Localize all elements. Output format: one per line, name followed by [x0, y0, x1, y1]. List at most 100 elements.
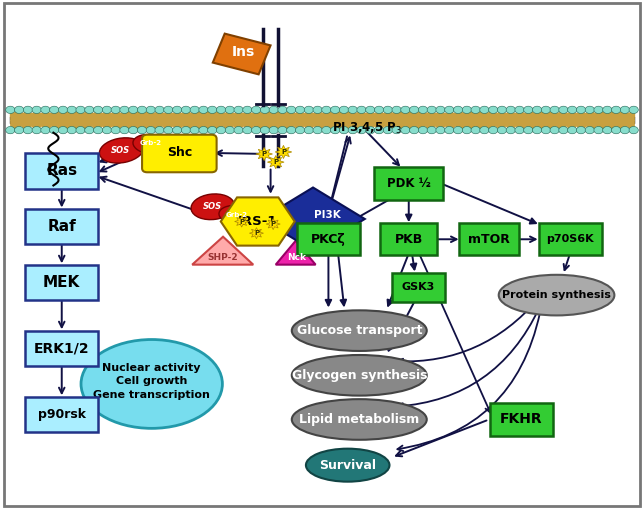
Circle shape: [444, 106, 454, 114]
Text: MEK: MEK: [43, 275, 80, 290]
Circle shape: [550, 126, 559, 134]
Circle shape: [541, 126, 551, 134]
Text: Ins: Ins: [231, 45, 254, 60]
Circle shape: [59, 126, 68, 134]
Circle shape: [436, 106, 445, 114]
Text: Lipid metabolism: Lipid metabolism: [299, 413, 419, 426]
FancyBboxPatch shape: [25, 209, 98, 244]
Circle shape: [182, 106, 191, 114]
FancyBboxPatch shape: [25, 153, 98, 188]
Circle shape: [102, 106, 111, 114]
FancyBboxPatch shape: [538, 223, 601, 255]
Ellipse shape: [306, 448, 390, 482]
Circle shape: [23, 106, 32, 114]
Circle shape: [111, 126, 120, 134]
Circle shape: [515, 106, 524, 114]
Ellipse shape: [133, 134, 168, 154]
Circle shape: [462, 126, 471, 134]
Circle shape: [32, 126, 41, 134]
Circle shape: [524, 106, 533, 114]
Circle shape: [585, 106, 594, 114]
Ellipse shape: [219, 206, 254, 224]
Circle shape: [207, 126, 217, 134]
Text: SHP-2: SHP-2: [208, 253, 238, 262]
Circle shape: [199, 106, 208, 114]
Text: Ras: Ras: [46, 163, 77, 178]
Text: PI3K: PI3K: [314, 210, 341, 220]
Circle shape: [260, 106, 270, 114]
Circle shape: [419, 106, 428, 114]
Circle shape: [32, 106, 41, 114]
Circle shape: [567, 106, 577, 114]
Circle shape: [348, 126, 357, 134]
FancyBboxPatch shape: [25, 265, 98, 300]
Circle shape: [164, 106, 173, 114]
Circle shape: [50, 126, 59, 134]
Polygon shape: [192, 237, 253, 265]
Polygon shape: [266, 218, 280, 230]
Text: Glucose transport: Glucose transport: [296, 324, 422, 337]
Circle shape: [120, 126, 129, 134]
Circle shape: [287, 126, 296, 134]
Ellipse shape: [191, 194, 234, 220]
Circle shape: [216, 126, 225, 134]
Circle shape: [366, 106, 375, 114]
Circle shape: [462, 106, 471, 114]
Circle shape: [383, 106, 392, 114]
FancyBboxPatch shape: [392, 273, 445, 302]
Circle shape: [296, 106, 305, 114]
Text: mTOR: mTOR: [468, 233, 510, 246]
Circle shape: [76, 126, 85, 134]
Circle shape: [506, 126, 515, 134]
Text: Grb-2: Grb-2: [140, 140, 162, 146]
Circle shape: [497, 126, 507, 134]
Circle shape: [6, 106, 15, 114]
Text: p90rsk: p90rsk: [38, 408, 86, 421]
Circle shape: [120, 106, 129, 114]
Circle shape: [50, 106, 59, 114]
Circle shape: [357, 106, 366, 114]
Text: Protein synthesis: Protein synthesis: [502, 290, 611, 300]
Circle shape: [541, 106, 551, 114]
Circle shape: [620, 126, 630, 134]
Circle shape: [594, 106, 603, 114]
Circle shape: [480, 126, 489, 134]
Text: PKB: PKB: [395, 233, 423, 246]
Circle shape: [164, 126, 173, 134]
Text: PDK ½: PDK ½: [387, 177, 431, 190]
Circle shape: [207, 106, 217, 114]
Circle shape: [489, 126, 498, 134]
Text: FKHR: FKHR: [500, 412, 542, 427]
Circle shape: [216, 106, 225, 114]
Circle shape: [287, 106, 296, 114]
Circle shape: [533, 126, 542, 134]
FancyBboxPatch shape: [459, 223, 519, 255]
Circle shape: [392, 126, 401, 134]
FancyBboxPatch shape: [4, 3, 640, 506]
Circle shape: [603, 106, 612, 114]
Ellipse shape: [292, 310, 427, 351]
Text: Glycogen synthesis: Glycogen synthesis: [292, 369, 427, 382]
Circle shape: [436, 126, 445, 134]
Circle shape: [41, 106, 50, 114]
Circle shape: [427, 106, 437, 114]
Circle shape: [93, 126, 103, 134]
Circle shape: [6, 126, 15, 134]
Circle shape: [471, 106, 480, 114]
Circle shape: [85, 106, 94, 114]
Text: Cell growth: Cell growth: [116, 376, 187, 386]
Circle shape: [190, 126, 200, 134]
FancyBboxPatch shape: [25, 397, 98, 432]
Ellipse shape: [99, 138, 144, 163]
Circle shape: [366, 126, 375, 134]
Circle shape: [374, 126, 384, 134]
Circle shape: [199, 126, 208, 134]
Circle shape: [59, 106, 68, 114]
Circle shape: [41, 126, 50, 134]
Circle shape: [559, 106, 568, 114]
Circle shape: [304, 126, 314, 134]
FancyBboxPatch shape: [381, 223, 437, 255]
Circle shape: [524, 126, 533, 134]
Circle shape: [260, 126, 270, 134]
Ellipse shape: [292, 355, 427, 395]
